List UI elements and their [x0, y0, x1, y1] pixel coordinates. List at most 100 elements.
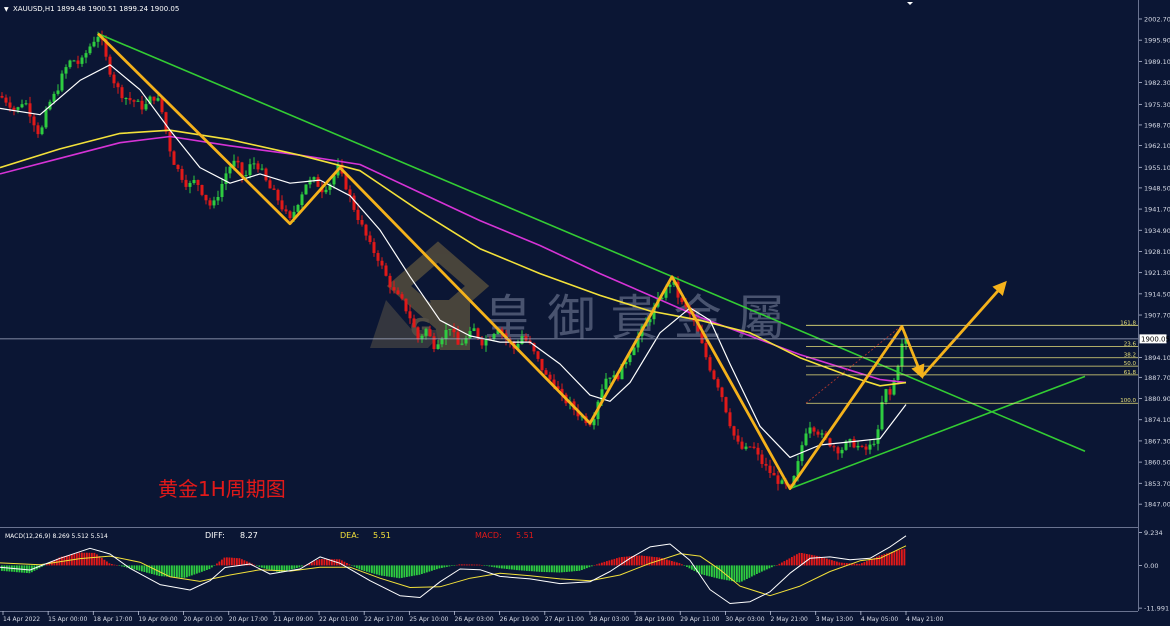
macd-bar — [598, 563, 601, 566]
candle-body — [476, 328, 480, 338]
candle-body — [36, 125, 40, 135]
macd-bar — [266, 565, 268, 570]
macd-bar — [358, 565, 361, 570]
macd-bar — [221, 559, 223, 566]
macd-bar — [686, 565, 688, 567]
candle-body — [480, 337, 484, 346]
candle-body — [744, 446, 748, 449]
macd-bar — [278, 565, 281, 573]
macd-bar — [428, 565, 431, 572]
time-tick-label: 2 May 21:00 — [771, 616, 809, 623]
macd-bar — [141, 565, 143, 572]
macd-bar — [531, 565, 533, 572]
candle-body — [556, 386, 560, 389]
macd-bar — [626, 556, 628, 566]
macd-bar — [651, 556, 653, 566]
candle-body — [632, 347, 636, 356]
macd-bar — [633, 555, 636, 566]
candle-body — [232, 160, 236, 167]
macd-bar — [618, 557, 621, 566]
candle-body — [28, 103, 32, 117]
macd-bar — [453, 565, 456, 566]
macd-bar — [178, 565, 181, 578]
panel-toggle-icon[interactable] — [907, 2, 913, 5]
macd-bar — [423, 565, 426, 574]
macd-bar — [746, 565, 748, 579]
candle-body — [192, 180, 196, 183]
macd-bar — [616, 558, 618, 566]
candle-body — [768, 465, 772, 473]
candle-body — [524, 336, 528, 341]
macd-bar — [283, 565, 286, 572]
macd-bar — [196, 565, 198, 574]
candle-body — [796, 461, 800, 476]
header-arrow-icon[interactable]: ▼ — [4, 6, 9, 13]
macd-bar — [731, 565, 733, 582]
price-tick-label: 1907.70 — [1144, 312, 1170, 320]
macd-bar — [591, 565, 593, 567]
candle-body — [456, 332, 460, 345]
macd-bar — [648, 556, 651, 566]
macd-bar — [433, 565, 436, 570]
candle-body — [300, 194, 304, 205]
chart-header: ▼ XAUUSD,H1 1899.48 1900.51 1899.24 1900… — [4, 2, 913, 13]
macd-bar — [573, 565, 576, 572]
macd-bar — [128, 565, 131, 569]
macd-bar — [571, 565, 573, 572]
macd-bar — [133, 565, 136, 570]
candle-body — [600, 389, 604, 402]
macd-bar — [163, 565, 166, 577]
macd-bar — [778, 563, 781, 566]
candle-body — [284, 209, 288, 212]
candle-body — [756, 447, 760, 455]
macd-bar — [493, 565, 496, 568]
macd-bar — [896, 550, 898, 566]
macd-bar — [498, 565, 501, 569]
macd-bar — [508, 565, 511, 570]
macd-bar — [878, 555, 881, 566]
macd-bar — [543, 565, 546, 572]
macd-bar — [463, 564, 466, 566]
macd-bar — [216, 563, 218, 566]
macd-bar — [711, 565, 713, 577]
candle-body — [56, 90, 60, 94]
candle-body — [776, 475, 780, 484]
macd-bar — [613, 558, 616, 566]
macd-bar — [406, 565, 408, 577]
macd-bar — [608, 560, 611, 566]
macd-bar — [533, 565, 536, 572]
macd-bar — [388, 565, 391, 577]
candle-body — [364, 224, 368, 236]
candle-body — [268, 180, 272, 189]
macd-bar — [583, 565, 586, 570]
macd-bar — [206, 565, 208, 570]
macd-bar — [233, 557, 236, 566]
macd-bar — [661, 558, 663, 566]
macd-bar — [383, 565, 386, 576]
candle-body — [252, 163, 256, 165]
macd-bar — [713, 565, 716, 578]
macd-bar — [88, 552, 91, 566]
macd-bar — [843, 562, 846, 566]
candle-body — [352, 195, 356, 210]
macd-bar — [621, 557, 623, 566]
candle-body — [236, 160, 240, 163]
macd-bar — [456, 564, 458, 566]
candle-body — [496, 329, 500, 334]
candle-body — [224, 173, 228, 184]
macd-bar — [511, 565, 513, 570]
fib-level-label: 38.2 — [1124, 353, 1136, 359]
candle-body — [728, 412, 732, 427]
price-tick-label: 1968.70 — [1144, 121, 1170, 129]
candle-body — [592, 419, 596, 426]
macd-bar — [468, 564, 471, 566]
macd-bar — [721, 565, 723, 580]
macd-bar — [458, 564, 461, 566]
macd-bar — [106, 561, 108, 566]
candle-body — [244, 175, 248, 176]
macd-bar — [666, 559, 668, 566]
candle-body — [468, 331, 472, 339]
price-tick-label: 2002.70 — [1144, 15, 1170, 23]
candle-body — [388, 275, 392, 288]
